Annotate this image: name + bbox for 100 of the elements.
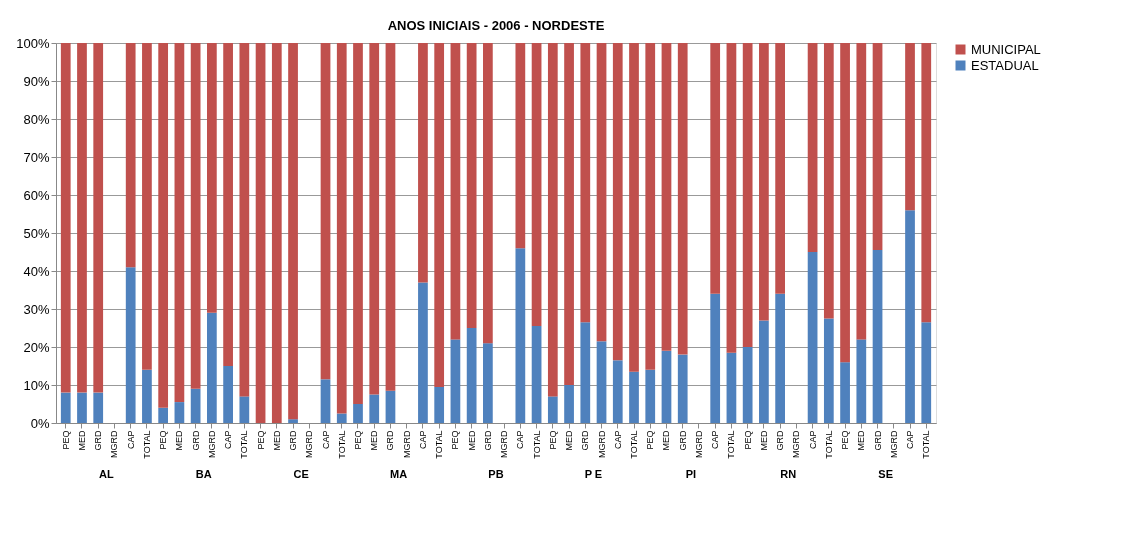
bar	[466, 43, 477, 328]
bar	[547, 396, 558, 423]
bar	[320, 43, 331, 380]
x-tick-label: CAP	[125, 430, 136, 450]
x-tick-label: GRD	[482, 430, 493, 451]
x-tick-label: TOTAL	[336, 430, 347, 459]
bar	[742, 43, 753, 347]
bar	[759, 320, 769, 423]
x-tick-label: MED	[856, 430, 867, 451]
x-tick-label: MED	[758, 430, 769, 451]
x-tick-label: MED	[564, 430, 575, 451]
bar	[823, 318, 834, 423]
x-tick-label: TOTAL	[531, 430, 542, 459]
bar	[710, 293, 721, 423]
x-tick-label: TOTAL	[823, 430, 834, 459]
text: P E	[584, 468, 603, 480]
bar	[645, 43, 656, 370]
bar	[223, 43, 233, 366]
bar	[596, 341, 607, 423]
bar	[483, 343, 493, 423]
bar	[288, 419, 298, 423]
bar	[142, 43, 152, 370]
y-tick-label: 40%	[23, 263, 50, 279]
x-tick-label: MGRD	[304, 430, 315, 458]
bar	[125, 43, 136, 268]
bar	[872, 43, 883, 251]
x-tick-label: MGRD	[401, 430, 412, 458]
bar	[905, 210, 915, 423]
y-tick-label: 90%	[23, 73, 50, 89]
bar	[775, 293, 785, 423]
x-tick-label: CAP	[612, 430, 623, 450]
y-tick-label: 10%	[23, 377, 50, 393]
bar	[190, 43, 201, 389]
x-tick-label: MED	[76, 430, 87, 451]
bar	[629, 43, 639, 372]
bar	[369, 43, 380, 395]
x-tick-label: PEQ	[158, 430, 169, 450]
bar	[385, 390, 396, 423]
bar	[239, 396, 250, 423]
x-tick-label: TOTAL	[726, 430, 737, 459]
bar	[807, 252, 818, 423]
bar	[612, 360, 623, 423]
bar	[661, 43, 672, 351]
x-tick-label: PEQ	[450, 430, 461, 450]
bar	[629, 371, 639, 423]
bar	[856, 339, 867, 423]
x-tick-label: GRD	[580, 430, 591, 451]
x-tick-label: TOTAL	[434, 430, 445, 459]
text: AL	[99, 468, 114, 480]
bar	[856, 43, 867, 340]
bar	[531, 326, 542, 423]
x-tick-label: GRD	[677, 430, 688, 451]
bar	[677, 354, 688, 423]
bar	[353, 43, 363, 404]
x-tick-label: GRD	[385, 430, 396, 451]
bar	[547, 43, 558, 397]
bar	[612, 43, 623, 361]
bar	[807, 43, 818, 252]
bar	[872, 250, 883, 423]
bar	[174, 43, 185, 403]
x-tick-label: MED	[271, 430, 282, 451]
bar	[921, 43, 932, 323]
x-tick-label: CAP	[905, 430, 916, 450]
bar	[450, 339, 461, 423]
text: BA	[195, 468, 212, 480]
x-tick-label: TOTAL	[141, 430, 152, 459]
bar	[77, 392, 87, 423]
bar	[580, 322, 591, 423]
bar	[158, 407, 169, 423]
x-tick-label: CAP	[515, 430, 526, 450]
bar	[677, 43, 688, 355]
legend-label: MUNICIPAL	[971, 41, 1041, 57]
x-tick-label: MED	[466, 430, 477, 451]
bar	[710, 43, 721, 294]
bar	[239, 43, 250, 397]
x-tick-label: CAP	[320, 430, 331, 450]
x-tick-label: MED	[661, 430, 672, 451]
bar	[531, 43, 542, 327]
bar	[353, 404, 363, 423]
x-tick-label: GRD	[288, 430, 299, 451]
bar	[60, 43, 71, 393]
y-tick-label: 80%	[23, 111, 50, 127]
bar	[840, 362, 850, 423]
bar	[385, 43, 396, 391]
bar	[93, 392, 104, 423]
x-tick-label: PEQ	[352, 430, 363, 450]
bar	[174, 402, 185, 423]
bar	[142, 369, 152, 423]
bar	[596, 43, 607, 342]
bar	[483, 43, 493, 344]
bar	[288, 43, 298, 420]
x-tick-label: PEQ	[645, 430, 656, 450]
text: RN	[780, 468, 797, 480]
bar	[580, 43, 591, 323]
y-tick-label: 100%	[16, 35, 50, 51]
bar	[418, 282, 428, 423]
x-tick-label: GRD	[93, 430, 104, 451]
bar	[840, 43, 850, 363]
x-tick-label: MED	[369, 430, 380, 451]
x-tick-label: PEQ	[60, 430, 71, 450]
